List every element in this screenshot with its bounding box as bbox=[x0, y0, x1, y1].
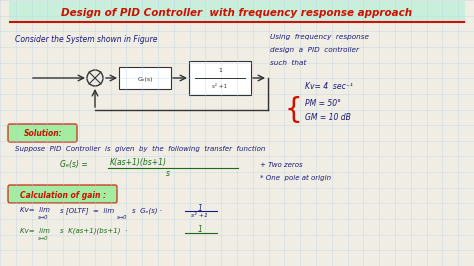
Text: 1: 1 bbox=[198, 204, 202, 213]
Text: Solution:: Solution: bbox=[24, 130, 62, 139]
FancyBboxPatch shape bbox=[8, 124, 77, 142]
Text: Using  frequency  response: Using frequency response bbox=[270, 34, 369, 40]
Text: K(as+1)(bs+1): K(as+1)(bs+1) bbox=[110, 158, 167, 167]
Text: s→0: s→0 bbox=[38, 236, 48, 241]
Text: Suppose  PID  Controller  is  given  by  the  following  transfer  function: Suppose PID Controller is given by the f… bbox=[15, 146, 265, 152]
Text: 1: 1 bbox=[198, 225, 202, 234]
FancyBboxPatch shape bbox=[8, 185, 117, 203]
Text: s [OLTF]  =  lim: s [OLTF] = lim bbox=[60, 207, 114, 214]
Text: Calculation of gain :: Calculation of gain : bbox=[20, 190, 106, 200]
Text: such  that: such that bbox=[270, 60, 306, 66]
Text: s² +1: s² +1 bbox=[191, 213, 209, 218]
Text: GM = 10 dB: GM = 10 dB bbox=[305, 113, 351, 122]
Text: design  a  PID  controller: design a PID controller bbox=[270, 47, 359, 53]
Text: s  K(as+1)(bs+1)  ·: s K(as+1)(bs+1) · bbox=[60, 228, 127, 235]
Text: s→0: s→0 bbox=[117, 215, 128, 220]
Text: s→0: s→0 bbox=[38, 215, 48, 220]
FancyBboxPatch shape bbox=[189, 61, 251, 95]
Text: s  Gₑ(s) ·: s Gₑ(s) · bbox=[132, 207, 162, 214]
Text: Design of PID Controller  with frequency response approach: Design of PID Controller with frequency … bbox=[62, 8, 412, 18]
Text: Kv=  lim: Kv= lim bbox=[20, 228, 50, 234]
FancyBboxPatch shape bbox=[9, 1, 465, 21]
Text: * One  pole at origin: * One pole at origin bbox=[260, 175, 331, 181]
Text: + Two zeros: + Two zeros bbox=[260, 162, 302, 168]
Text: PM = 50°: PM = 50° bbox=[305, 99, 341, 108]
Text: {: { bbox=[285, 96, 302, 124]
Text: Gₑ(s) =: Gₑ(s) = bbox=[60, 160, 88, 169]
Text: s: s bbox=[166, 169, 170, 178]
Text: s² +1: s² +1 bbox=[212, 84, 228, 89]
Text: Gₑ(s): Gₑ(s) bbox=[137, 77, 153, 82]
Text: Kv=  lim: Kv= lim bbox=[20, 207, 50, 213]
FancyBboxPatch shape bbox=[119, 67, 171, 89]
Text: Consider the System shown in Figure: Consider the System shown in Figure bbox=[15, 35, 157, 44]
Text: Kv= 4  sec⁻¹: Kv= 4 sec⁻¹ bbox=[305, 82, 353, 91]
Text: 1: 1 bbox=[218, 69, 222, 73]
